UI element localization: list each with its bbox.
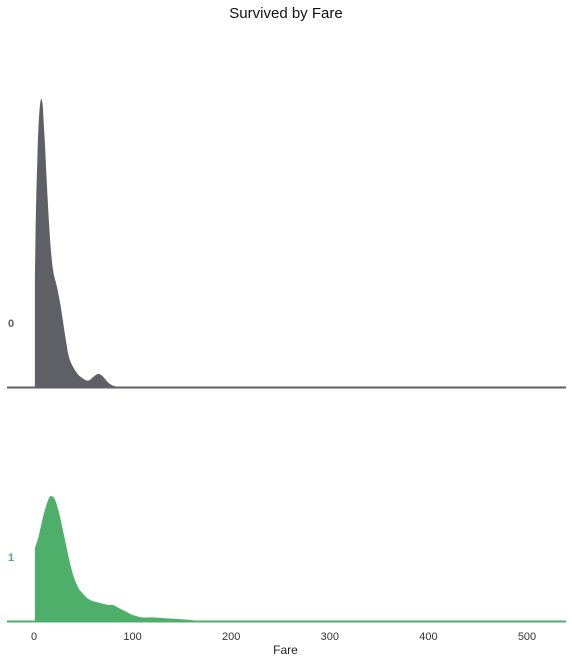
x-axis-label: Fare — [0, 643, 572, 657]
x-tick-label: 0 — [31, 631, 37, 643]
x-axis-label-text: Fare — [273, 643, 298, 657]
x-tick-label: 400 — [419, 631, 437, 643]
x-tick-label: 200 — [222, 631, 240, 643]
x-tick-label: 500 — [518, 631, 536, 643]
ridge-area-0 — [34, 96, 547, 388]
ridge-label-0: 0 — [8, 318, 14, 330]
ridge-area-1 — [34, 495, 547, 622]
ridge-outline-0 — [33, 95, 548, 389]
x-axis-ticks: 0 100 200 300 400 500 — [31, 631, 536, 643]
ridge-label-1: 1 — [8, 552, 14, 564]
ridge-series-0: 0 — [7, 95, 566, 389]
ridge-outline-1 — [33, 494, 548, 623]
chart-title: Survived by Fare — [229, 5, 343, 22]
x-tick-label: 300 — [321, 631, 339, 643]
x-tick-label: 100 — [123, 631, 141, 643]
ridge-series-1: 1 — [7, 494, 566, 623]
